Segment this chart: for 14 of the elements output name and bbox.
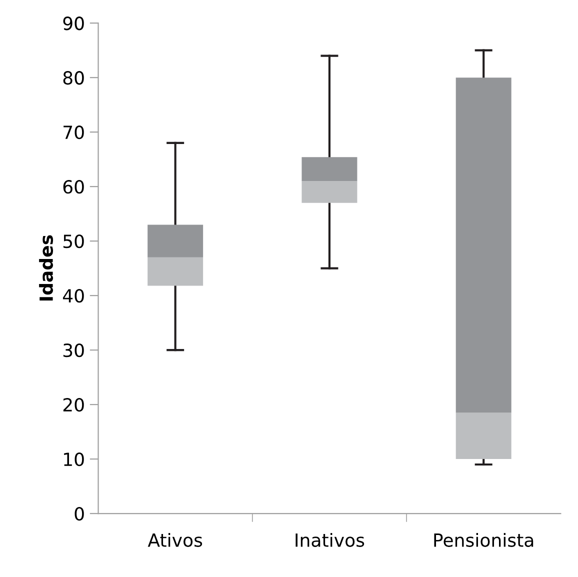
y-tick-label: 20 [63, 398, 84, 412]
y-tick-label: 60 [63, 180, 84, 194]
x-tick-label: Ativos [148, 532, 202, 547]
y-axis-title: Idades [39, 235, 54, 301]
y-tick-label: 40 [62, 289, 84, 303]
y-tick-label: 70 [64, 126, 84, 140]
y-tick-label: 80 [63, 71, 84, 85]
x-tick-label: Inativos [296, 532, 364, 547]
y-tick-label: 50 [63, 234, 84, 248]
y-tick-label: 10 [64, 452, 84, 466]
y-tick-label: 0 [74, 506, 84, 521]
y-tick-label: 30 [63, 344, 84, 358]
x-tick-label: Pensionista [434, 532, 534, 547]
y-tick-label: 90 [63, 16, 84, 30]
